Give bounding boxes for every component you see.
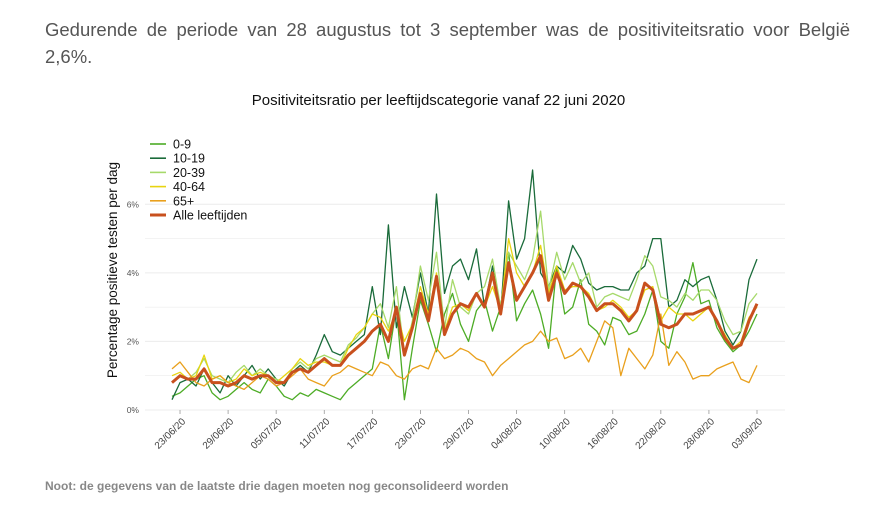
x-tick-label: 16/08/20 xyxy=(586,416,622,452)
y-tick-label: 2% xyxy=(127,336,140,346)
y-tick-label: 6% xyxy=(127,199,140,209)
y-axis-ticks: 0% 2% 4% 6% xyxy=(127,199,140,415)
chart-title: Positiviteitsratio per leeftijdscategori… xyxy=(251,92,626,109)
x-axis-ticks: 23/06/20 29/06/20 05/07/20 11/07/20 17/07/20… xyxy=(153,410,766,452)
legend-label: Alle leeftijden xyxy=(173,209,247,223)
x-tick-label: 29/07/20 xyxy=(441,416,477,452)
x-tick-label: 05/07/20 xyxy=(249,416,285,452)
y-axis-label: Percentage positieve testen per dag xyxy=(105,162,120,378)
series-line-10-19 xyxy=(171,169,758,400)
x-tick-label: 04/08/20 xyxy=(489,416,525,452)
footnote: Noot: de gegevens van de laatste drie da… xyxy=(45,479,509,493)
x-tick-label: 22/08/20 xyxy=(634,416,670,452)
y-tick-label: 4% xyxy=(127,268,140,278)
legend-label: 0-9 xyxy=(173,138,191,152)
x-tick-label: 03/09/20 xyxy=(730,416,766,452)
x-tick-label: 11/07/20 xyxy=(298,416,333,451)
series-line-alle-leeftijden xyxy=(171,254,759,388)
legend-label: 10-19 xyxy=(173,152,205,166)
x-tick-label: 17/07/20 xyxy=(345,416,381,452)
legend-label: 65+ xyxy=(173,194,194,208)
intro-text: Gedurende de periode van 28 augustus tot… xyxy=(45,19,850,67)
series-line-20-39 xyxy=(171,210,758,384)
x-tick-label: 28/08/20 xyxy=(682,416,718,452)
x-tick-label: 29/06/20 xyxy=(201,416,237,452)
legend-label: 20-39 xyxy=(173,166,205,180)
x-tick-label: 10/08/20 xyxy=(537,416,573,452)
legend-label: 40-64 xyxy=(173,180,205,194)
y-tick-label: 0% xyxy=(127,405,140,415)
x-tick-label: 23/07/20 xyxy=(393,416,429,452)
x-tick-label: 23/06/20 xyxy=(153,416,189,452)
series-lines xyxy=(171,169,759,401)
